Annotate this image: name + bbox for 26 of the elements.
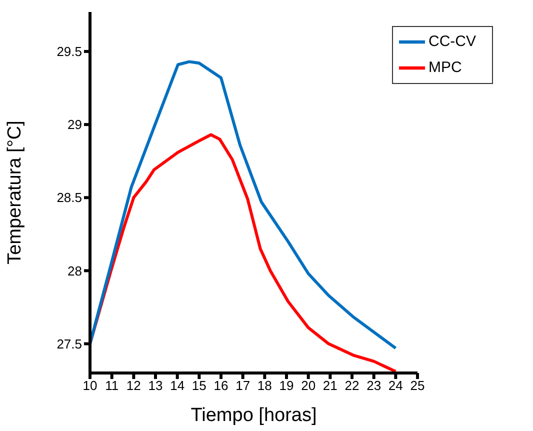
x-tick-label: 23 <box>366 378 382 394</box>
x-tick-label: 17 <box>236 378 250 394</box>
x-tick-label: 22 <box>344 378 360 394</box>
y-tick-label: 29 <box>68 117 82 132</box>
x-tick-label: 10 <box>82 378 98 394</box>
legend-label: MPC <box>428 58 462 76</box>
x-tick-label: 21 <box>322 378 338 394</box>
x-tick-label: 11 <box>105 378 119 394</box>
x-tick-label: 18 <box>257 378 272 394</box>
y-tick-label: 29.5 <box>56 44 82 60</box>
y-axis-title: Temperatura [°C] <box>4 120 26 264</box>
line-series <box>90 60 398 350</box>
x-tick-label: 12 <box>126 378 141 394</box>
x-tick-label: 15 <box>192 378 206 394</box>
y-tick-label: 28 <box>68 263 82 278</box>
x-tick-label: 19 <box>279 378 294 394</box>
x-axis-title: Tiempo [horas] <box>190 405 317 426</box>
x-tick-label: 20 <box>301 378 316 394</box>
x-tick-label: 14 <box>170 378 185 394</box>
y-tick-label: 28.5 <box>56 190 82 206</box>
x-tick-label: 25 <box>410 378 425 394</box>
x-tick-label: 13 <box>148 378 163 394</box>
y-tick-label: 27.5 <box>56 336 82 352</box>
x-tick-label: 16 <box>214 378 228 394</box>
x-tick-label: 24 <box>388 378 403 394</box>
legend-label: CC-CV <box>428 32 476 50</box>
